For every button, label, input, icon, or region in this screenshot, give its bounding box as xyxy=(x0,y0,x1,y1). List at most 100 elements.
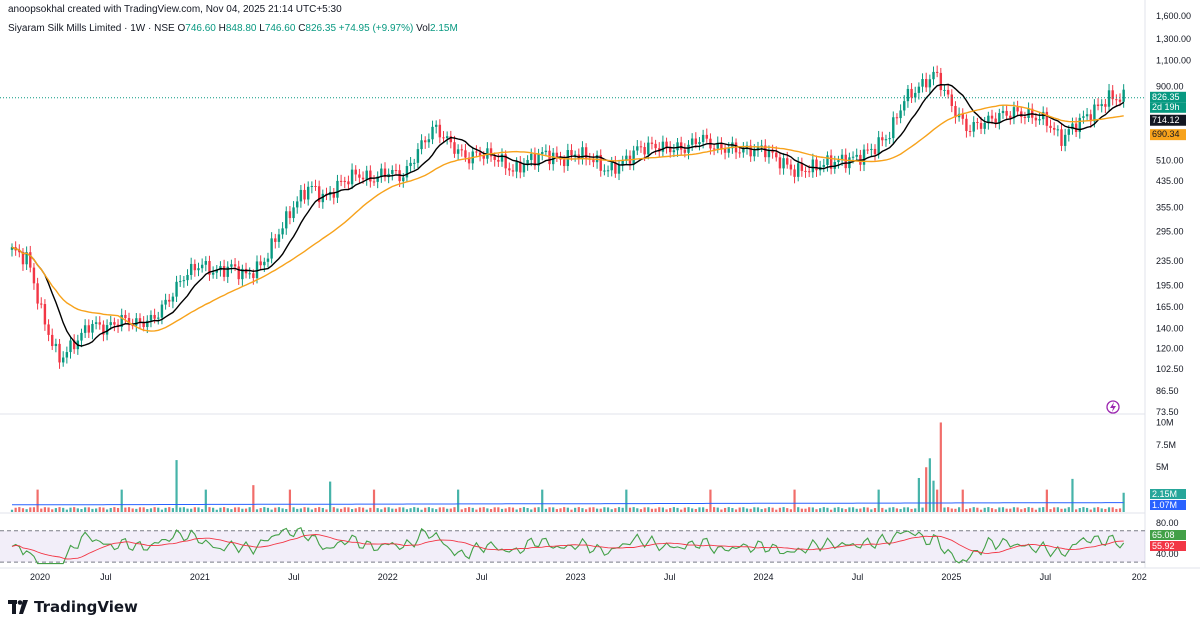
volume-bar xyxy=(65,509,68,512)
volume-bar xyxy=(1111,507,1114,512)
volume-bar xyxy=(672,507,675,512)
volume-bar xyxy=(716,507,719,512)
candle xyxy=(935,71,939,73)
candle xyxy=(424,140,427,143)
volume-bar xyxy=(1096,507,1100,512)
candle xyxy=(204,261,208,265)
footer: TradingView xyxy=(8,598,138,616)
candle xyxy=(376,176,379,182)
candle xyxy=(800,163,804,171)
volume-bar xyxy=(402,507,405,512)
candle xyxy=(562,159,566,167)
candle xyxy=(811,159,815,173)
candle xyxy=(222,266,226,277)
volume-bar xyxy=(208,507,211,512)
candle xyxy=(453,142,456,154)
volume-ma-line xyxy=(12,502,1124,506)
volume-bar xyxy=(500,508,504,512)
volume-bar xyxy=(1009,508,1012,512)
volume-bar xyxy=(62,507,65,512)
symbol-name[interactable]: Siyaram Silk Mills Limited · 1W · NSE xyxy=(8,23,175,34)
candle xyxy=(413,162,416,164)
candle xyxy=(321,193,325,203)
volume-bar xyxy=(21,508,25,512)
candle xyxy=(1009,115,1012,119)
volume-badge-label: 2.15M xyxy=(1152,489,1177,499)
volume-bar xyxy=(413,507,416,512)
volume-bar xyxy=(427,507,430,512)
volume-bar xyxy=(1053,507,1056,512)
candle xyxy=(266,258,270,262)
candle xyxy=(797,163,800,177)
volume-bar xyxy=(639,509,643,512)
lightning-icon-bolt xyxy=(1110,402,1116,412)
ma-fast-badge-label: 714.12 xyxy=(1152,115,1180,125)
candle xyxy=(1078,117,1081,133)
candle xyxy=(442,137,445,139)
volume-bar xyxy=(76,508,79,512)
candle xyxy=(782,158,785,169)
volume-bar xyxy=(1001,507,1005,512)
volume-bar xyxy=(179,507,182,512)
candle xyxy=(149,314,153,321)
candle xyxy=(840,154,844,161)
volume-bar xyxy=(658,507,661,512)
volume-bar xyxy=(504,508,507,512)
volume-bar xyxy=(628,507,632,512)
candle xyxy=(500,154,504,162)
volume-bar xyxy=(449,508,452,512)
volume-bar xyxy=(866,507,869,512)
volume-bar xyxy=(873,508,877,512)
volume-bar xyxy=(318,507,321,512)
candle xyxy=(292,207,295,219)
volume-bar xyxy=(654,508,657,512)
volume-bar xyxy=(676,507,679,512)
x-axis-label: 2021 xyxy=(190,572,210,582)
volume-bar xyxy=(782,507,785,512)
x-axis-label: 2020 xyxy=(30,572,50,582)
candle xyxy=(723,148,727,153)
candle xyxy=(1063,134,1067,146)
volume-bar xyxy=(789,509,792,512)
candle xyxy=(679,142,683,150)
volume-bar xyxy=(1034,509,1037,512)
volume-value: 2.15M xyxy=(429,23,458,34)
volume-bar xyxy=(764,508,767,512)
volume-bar xyxy=(340,508,343,512)
candle xyxy=(208,261,211,275)
volume-bar xyxy=(1064,508,1067,512)
volume-bar xyxy=(146,509,149,512)
price-tick-label: 355.00 xyxy=(1156,203,1184,213)
candle xyxy=(91,323,94,333)
candle xyxy=(153,314,156,319)
volume-bar xyxy=(603,507,606,512)
candle xyxy=(903,101,906,111)
volume-bar xyxy=(522,507,526,512)
volume-bar xyxy=(1016,507,1019,512)
volume-bar xyxy=(892,507,895,512)
candle xyxy=(336,180,339,198)
volume-bar xyxy=(102,507,105,512)
candle xyxy=(87,325,90,333)
candle xyxy=(135,318,138,326)
candle xyxy=(643,147,646,155)
volume-bar xyxy=(1071,478,1074,512)
volume-bar xyxy=(811,507,814,512)
volume-bar xyxy=(862,507,866,512)
volume-bar xyxy=(321,507,324,512)
candle xyxy=(431,126,434,140)
volume-bar xyxy=(252,485,255,512)
volume-bar xyxy=(756,507,760,512)
volume-bar xyxy=(720,509,723,512)
candle xyxy=(855,154,858,157)
volume-bar xyxy=(98,507,101,512)
candle xyxy=(661,141,665,152)
price-tick-label: 195.00 xyxy=(1156,280,1184,290)
candle xyxy=(511,170,515,172)
volume-bar xyxy=(457,489,460,512)
candle xyxy=(306,186,310,200)
candle xyxy=(1118,99,1122,102)
candle xyxy=(720,142,723,149)
volume-bar xyxy=(793,489,796,512)
